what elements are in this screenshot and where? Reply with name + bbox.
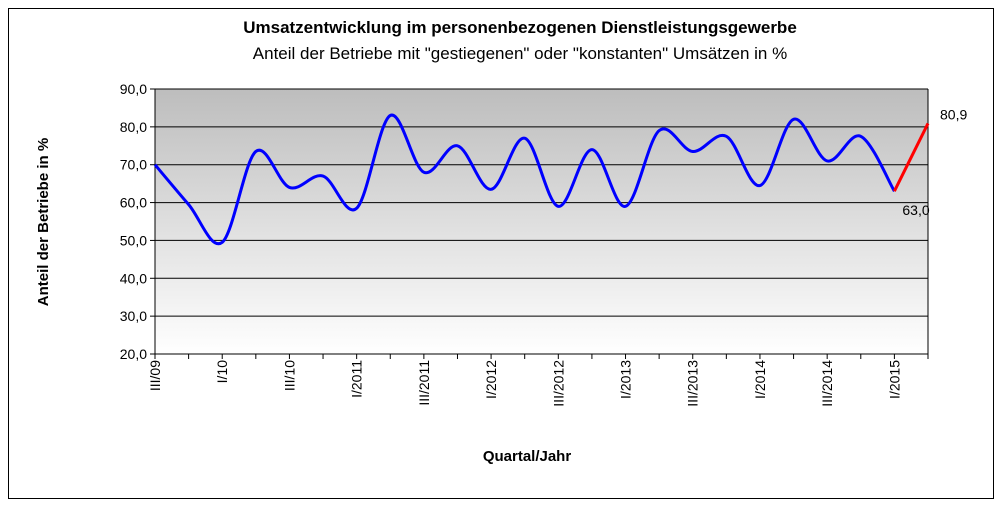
x-tick-label: III/2014 [819,360,835,407]
y-tick-label: 50,0 [120,232,147,248]
x-tick-label: I/2012 [483,360,499,399]
x-axis-title: Quartal/Jahr [483,448,572,465]
x-tick-label: I/2015 [886,360,902,399]
x-tick-label: III/2012 [550,360,566,407]
chart-subtitle: Anteil der Betriebe mit "gestiegenen" od… [253,44,787,63]
y-tick-label: 60,0 [120,195,147,211]
x-tick-label: III/10 [281,360,297,391]
y-tick-label: 30,0 [120,308,147,324]
y-tick-label: 90,0 [120,81,147,97]
x-tick-label: III/2013 [685,360,701,407]
x-tick-label: I/2011 [349,360,365,398]
data-label: 80,9 [940,106,967,122]
data-label: 63,0 [902,202,929,218]
x-tick-label: III/09 [147,360,163,391]
y-tick-label: 20,0 [120,346,147,362]
x-tick-label: I/2014 [752,360,768,399]
y-tick-label: 80,0 [120,119,147,135]
data-line [893,122,930,192]
plot-area [155,89,928,354]
y-tick-label: 40,0 [120,270,147,286]
chart-title: Umsatzentwicklung im personenbezogenen D… [243,18,797,37]
y-tick-label: 70,0 [120,157,147,173]
x-tick-label: I/10 [214,360,230,384]
data-line [153,113,896,246]
x-tick-label: III/2011 [416,360,432,406]
x-tick-label: I/2013 [618,360,634,399]
y-axis-title: Anteil der Betriebe in % [35,138,52,306]
